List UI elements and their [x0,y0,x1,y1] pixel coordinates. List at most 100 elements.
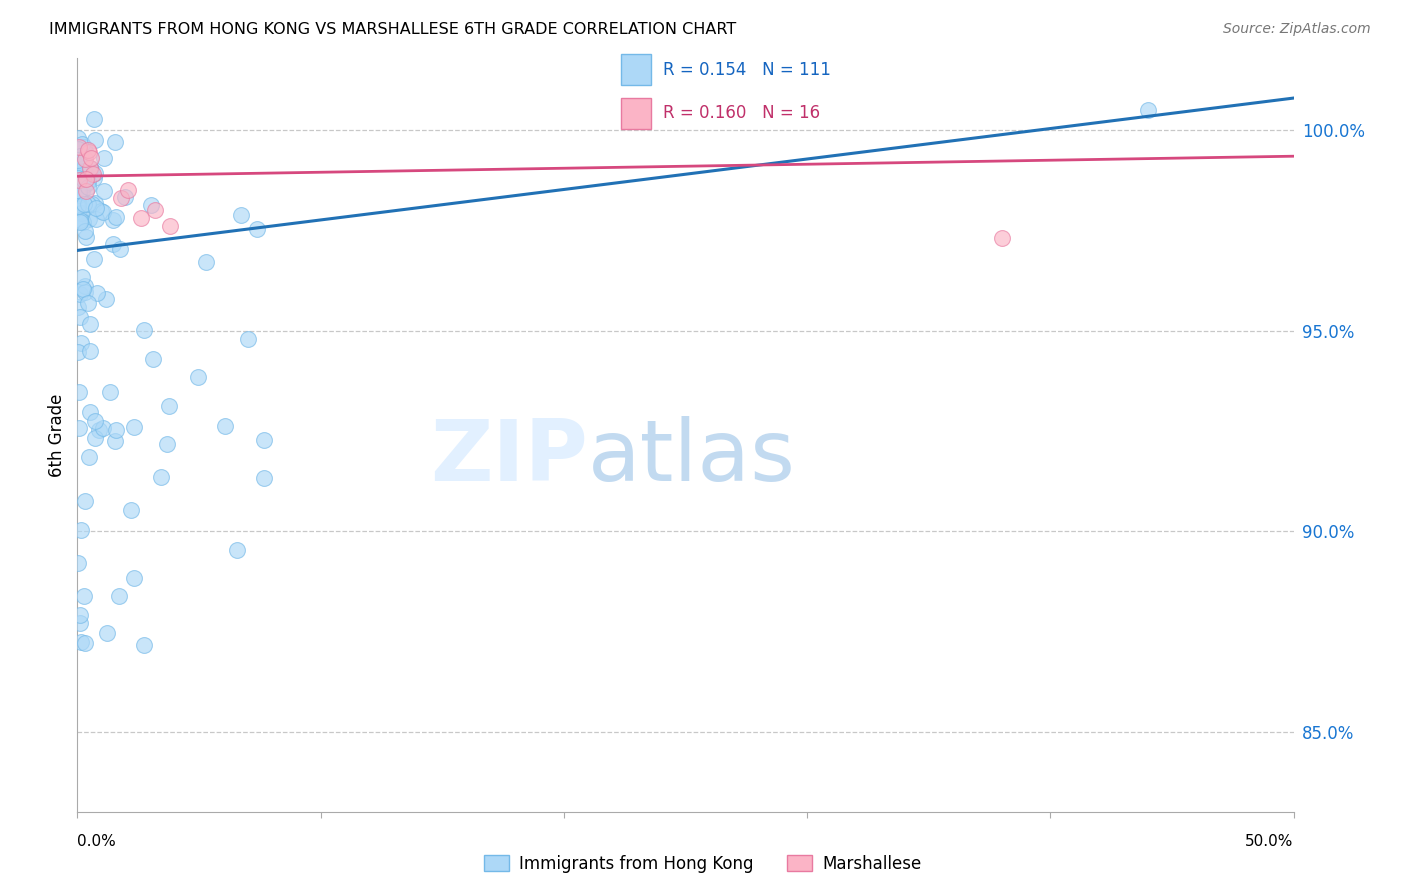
Point [93,151,115,165]
Point [79,161,101,176]
Point [67,300,90,314]
Point [79,344,101,359]
Point [67,205,90,219]
Point [67,184,90,198]
Point [246,222,269,236]
Point [124,571,146,585]
Point [91,421,114,435]
Point [77,143,100,157]
Point [143,203,166,218]
Point [76,180,98,194]
Point [103,236,125,251]
Point [75,230,97,244]
Point [73,164,96,178]
Point [194,255,217,269]
Text: R = 0.160   N = 16: R = 0.160 N = 16 [664,104,820,122]
Point [134,323,156,337]
Point [187,370,209,384]
Text: 0.0%: 0.0% [77,834,117,849]
Point [73,152,96,166]
Text: IMMIGRANTS FROM HONG KONG VS MARSHALLESE 6TH GRADE CORRELATION CHART: IMMIGRANTS FROM HONG KONG VS MARSHALLESE… [49,22,737,37]
Point [91,205,114,219]
Point [110,191,132,205]
Bar [620,54,651,85]
Point [67,385,90,400]
Point [70,206,93,220]
Point [67,188,90,202]
Point [120,503,142,517]
Point [231,208,253,222]
Point [70,524,93,538]
Point [76,296,98,310]
Point [75,636,97,650]
Text: Source: ZipAtlas.com: Source: ZipAtlas.com [1223,22,1371,37]
Legend: Immigrants from Hong Kong, Marshallese: Immigrants from Hong Kong, Marshallese [478,848,928,880]
Point [75,145,97,160]
Point [69,310,91,324]
Point [67,211,90,226]
Point [253,471,276,485]
Bar [620,98,651,129]
Point [79,405,101,419]
Point [98,385,121,400]
Point [139,198,162,212]
Point [77,175,100,189]
Point [156,437,179,451]
Point [84,196,107,211]
Point [214,419,236,434]
Point [69,149,91,163]
Point [84,431,107,445]
Point [70,336,93,351]
Point [990,231,1012,245]
Point [67,153,90,167]
Point [104,135,127,149]
Point [69,287,91,301]
Point [94,292,117,306]
Point [67,345,90,359]
Point [77,211,100,226]
Point [83,166,105,180]
Point [117,183,139,197]
Point [84,414,107,428]
Point [86,286,108,301]
Point [84,212,107,227]
Point [70,184,93,198]
Point [67,556,90,570]
Point [67,194,90,209]
Point [82,168,104,182]
Point [73,196,96,211]
Point [76,196,98,211]
Point [75,223,97,237]
Text: ZIP: ZIP [430,416,588,499]
Point [69,615,91,630]
Point [70,635,93,649]
Point [134,638,156,652]
Point [73,161,96,175]
Point [72,172,94,186]
Point [67,173,90,187]
Point [122,420,145,434]
Point [67,186,90,201]
Point [73,278,96,293]
Point [80,162,103,177]
Point [83,252,105,266]
Point [82,197,104,211]
Point [84,133,107,147]
Point [225,542,247,557]
Point [72,282,94,296]
Point [253,433,276,447]
Text: R = 0.154   N = 111: R = 0.154 N = 111 [664,61,831,78]
Point [104,423,127,437]
Point [67,130,90,145]
Text: atlas: atlas [588,416,796,499]
Point [83,171,105,186]
Point [80,151,103,165]
Point [96,625,118,640]
Point [108,590,131,604]
Point [108,242,131,256]
Point [72,215,94,229]
Point [1136,103,1159,117]
Point [72,136,94,151]
Point [93,184,115,198]
Point [75,285,97,300]
